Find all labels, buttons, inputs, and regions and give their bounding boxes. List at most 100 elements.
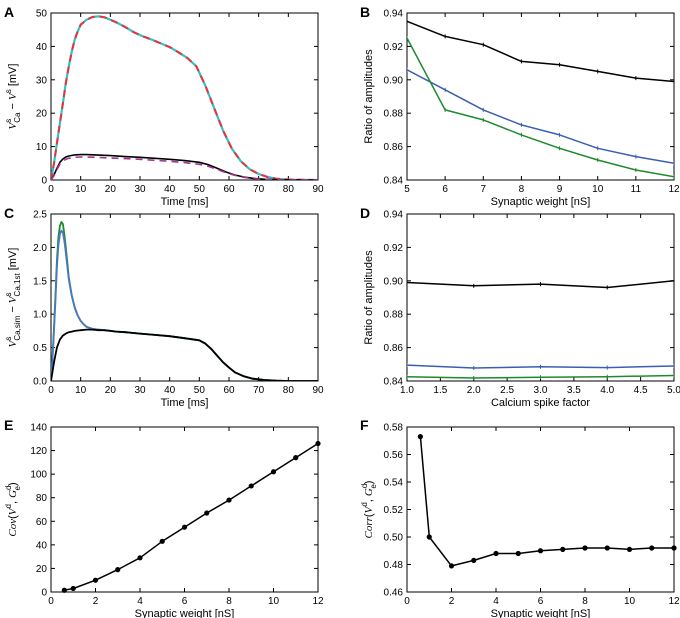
x-tick-label: 12 bbox=[668, 184, 680, 195]
y-tick-label: 0.84 bbox=[384, 176, 404, 187]
data-point bbox=[515, 550, 521, 557]
panel-label-c: C bbox=[4, 205, 14, 221]
series-line-small-purple-dashed bbox=[51, 156, 318, 180]
data-point bbox=[426, 534, 432, 540]
x-tick-label: 30 bbox=[134, 184, 146, 195]
data-point bbox=[61, 587, 67, 593]
data-point bbox=[649, 545, 655, 551]
series-line-large-red-dashed bbox=[51, 15, 318, 180]
data-point bbox=[417, 434, 423, 440]
y-tick-label: 0 bbox=[41, 588, 47, 599]
y-tick-label: 0.5 bbox=[33, 343, 47, 354]
y-tick-label: 10 bbox=[36, 142, 48, 153]
x-tick-label: 40 bbox=[164, 385, 176, 396]
data-point bbox=[293, 455, 299, 461]
data-point bbox=[92, 577, 99, 583]
y-axis-label: Cov(Vd, Gde) bbox=[4, 482, 22, 536]
panel-label-a: A bbox=[4, 4, 14, 20]
x-tick-label: 80 bbox=[283, 385, 295, 396]
data-point bbox=[181, 524, 188, 530]
panel-label-b: B bbox=[360, 4, 370, 20]
x-tick-label: 5.0 bbox=[667, 385, 680, 396]
plot-frame bbox=[406, 12, 675, 181]
x-tick-label: 7 bbox=[481, 184, 487, 195]
series-group bbox=[419, 436, 674, 567]
series-group bbox=[407, 278, 674, 380]
x-tick-label: 4 bbox=[137, 596, 143, 607]
x-tick-label: 20 bbox=[105, 184, 117, 195]
x-tick-label: 8 bbox=[226, 596, 232, 607]
x-tick-label: 9 bbox=[557, 184, 563, 195]
y-tick-label: 140 bbox=[30, 423, 47, 434]
y-tick-label: 20 bbox=[36, 109, 48, 120]
data-point bbox=[115, 567, 121, 573]
y-tick-label: 0.88 bbox=[384, 109, 404, 120]
data-point bbox=[137, 555, 143, 561]
series-line-black bbox=[419, 436, 674, 567]
x-tick-label: 50 bbox=[194, 184, 206, 195]
x-tick-label: 2.0 bbox=[467, 385, 481, 396]
x-axis-label: Calcium spike factor bbox=[491, 397, 590, 409]
x-tick-label: 90 bbox=[312, 184, 324, 195]
y-tick-label: 60 bbox=[36, 517, 48, 528]
y-tick-label: 0.50 bbox=[384, 533, 404, 544]
y-tick-label: 20 bbox=[36, 564, 48, 575]
x-tick-label: 80 bbox=[283, 184, 295, 195]
x-tick-label: 12 bbox=[312, 596, 324, 607]
y-axis-label: VsCa − Vs [mV] bbox=[4, 64, 22, 130]
x-tick-label: 1.0 bbox=[400, 385, 414, 396]
y-tick-label: 100 bbox=[30, 470, 47, 481]
x-tick-label: 6 bbox=[538, 596, 544, 607]
x-tick-label: 0 bbox=[48, 385, 54, 396]
data-point bbox=[270, 469, 277, 475]
series-group bbox=[51, 221, 318, 381]
x-tick-label: 4.5 bbox=[634, 385, 648, 396]
x-tick-label: 10 bbox=[624, 596, 636, 607]
x-tick-label: 5 bbox=[404, 184, 410, 195]
data-point bbox=[204, 510, 210, 516]
x-axis-label: Time [ms] bbox=[161, 196, 209, 208]
y-tick-label: 0.94 bbox=[384, 210, 404, 221]
y-tick-label: 0.86 bbox=[384, 343, 404, 354]
x-tick-label: 0 bbox=[48, 596, 54, 607]
data-point bbox=[560, 546, 566, 552]
x-tick-label: 2.5 bbox=[500, 385, 514, 396]
series-line-blue bbox=[51, 229, 318, 381]
x-tick-label: 2 bbox=[449, 596, 455, 607]
x-tick-label: 2 bbox=[93, 596, 99, 607]
y-tick-label: 0.92 bbox=[384, 42, 404, 53]
y-axis-label: Ratio of amplitudes bbox=[363, 49, 375, 144]
y-tick-label: 40 bbox=[36, 540, 48, 551]
x-tick-label: 12 bbox=[668, 596, 680, 607]
x-tick-label: 60 bbox=[223, 184, 235, 195]
y-tick-label: 1.5 bbox=[33, 276, 47, 287]
data-point bbox=[315, 440, 321, 447]
data-point bbox=[248, 483, 254, 489]
data-point bbox=[537, 548, 544, 554]
plot-frame bbox=[50, 12, 319, 181]
data-point bbox=[159, 538, 165, 544]
x-tick-label: 3.0 bbox=[534, 385, 548, 396]
y-axis-label: Corr(Vd, Gde) bbox=[360, 481, 378, 539]
x-tick-label: 8 bbox=[519, 184, 525, 195]
x-tick-label: 4.0 bbox=[600, 385, 614, 396]
y-tick-label: 2.0 bbox=[33, 243, 47, 254]
panel-c: C 0 10 20 30 40 50 60 70 80 90 0.0 0.5 1.0 1.5 2.0 2.5 Ti… bbox=[4, 205, 324, 409]
x-tick-label: 8 bbox=[582, 596, 588, 607]
series-group bbox=[407, 19, 674, 179]
y-tick-label: 0.56 bbox=[384, 450, 404, 461]
x-tick-label: 11 bbox=[631, 184, 642, 195]
x-tick-label: 3.5 bbox=[567, 385, 581, 396]
y-tick-label: 120 bbox=[30, 446, 47, 457]
y-tick-label: 1.0 bbox=[33, 310, 47, 321]
series-line-green bbox=[51, 221, 318, 381]
x-tick-label: 0 bbox=[48, 184, 54, 195]
series-line-small-black bbox=[51, 153, 318, 180]
x-tick-label: 60 bbox=[223, 385, 235, 396]
series-line-blue bbox=[407, 69, 674, 165]
x-tick-label: 10 bbox=[592, 184, 604, 195]
y-tick-label: 0.48 bbox=[384, 560, 404, 571]
x-tick-label: 90 bbox=[312, 385, 324, 396]
